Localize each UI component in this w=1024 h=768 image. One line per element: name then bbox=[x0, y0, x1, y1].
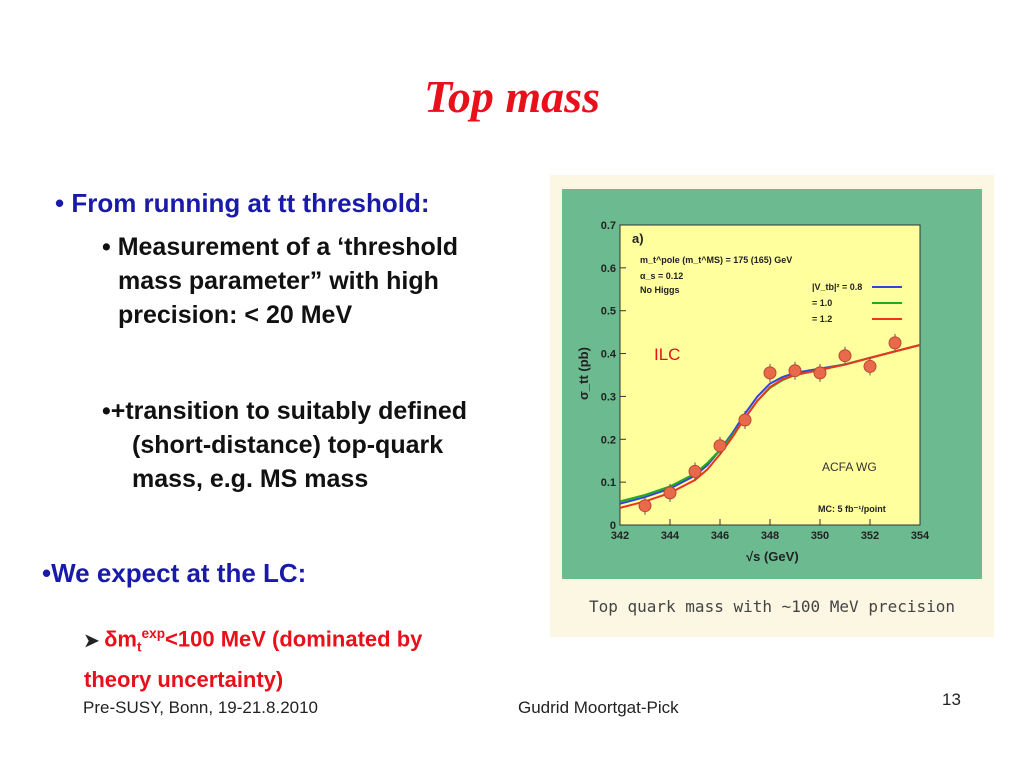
slide-title: Top mass bbox=[424, 71, 600, 122]
data-point bbox=[788, 364, 802, 378]
y-tick-label: 0.4 bbox=[601, 349, 617, 361]
y-tick-label: 0 bbox=[610, 520, 616, 532]
ilc-label: ILC bbox=[654, 345, 680, 364]
bullet-running-threshold: • From running at tt threshold: bbox=[55, 188, 430, 219]
y-axis-label: σ_tt (pb) bbox=[576, 347, 591, 400]
legend-label: = 1.0 bbox=[812, 298, 832, 308]
threshold-chart: 342 344 346 348 350 352 354 0 0.1 0.2 0.3 0.4 0.5 0.6… bbox=[562, 189, 982, 616]
x-tick-label: 344 bbox=[661, 530, 680, 542]
param-alpha: α_s = 0.12 bbox=[640, 271, 683, 281]
delta-m-sub: t bbox=[137, 639, 142, 655]
sub1-line2: mass parameter” with high bbox=[118, 267, 439, 295]
bullet-running-threshold-text: From running at tt threshold: bbox=[71, 188, 430, 218]
sub-bullet-measurement: • Measurement of a ‘threshold mass param… bbox=[102, 230, 458, 332]
sub-bullet-dot: • bbox=[102, 233, 118, 261]
footer-conference: Pre-SUSY, Bonn, 19-21.8.2010 bbox=[83, 698, 319, 717]
legend-label: |V_tb|² = 0.8 bbox=[812, 282, 862, 292]
panel-label: a) bbox=[632, 231, 644, 246]
page-number: 13 bbox=[942, 690, 961, 709]
data-point bbox=[888, 336, 902, 350]
series-line-3 bbox=[619, 344, 921, 509]
y-tick-label: 0.6 bbox=[601, 263, 616, 275]
x-tick-label: 346 bbox=[711, 530, 729, 542]
data-point bbox=[813, 366, 827, 380]
data-point bbox=[638, 499, 652, 513]
legend-label: = 1.2 bbox=[812, 314, 832, 324]
sub1-line3: precision: < 20 MeV bbox=[118, 301, 353, 329]
red-line2: theory uncertainty) bbox=[84, 666, 284, 692]
data-point bbox=[763, 366, 777, 380]
mc-label: MC: 5 fb⁻¹/point bbox=[818, 504, 886, 514]
sub2-line1: •+transition to suitably defined bbox=[102, 397, 468, 425]
x-axis-label: √s (GeV) bbox=[746, 549, 799, 564]
figure-caption: Top quark mass with ~100 MeV precision bbox=[589, 597, 955, 616]
data-point bbox=[688, 464, 702, 478]
footer-author: Gudrid Moortgat-Pick bbox=[518, 698, 679, 717]
bullet-expect-lc: •We expect at the LC: bbox=[42, 558, 307, 588]
x-tick-label: 352 bbox=[861, 530, 879, 542]
arrow-bullet-icon: ➤ bbox=[84, 630, 105, 651]
param-higgs: No Higgs bbox=[640, 285, 680, 295]
data-point bbox=[863, 359, 877, 373]
y-tick-label: 0.7 bbox=[601, 220, 616, 232]
data-point bbox=[738, 413, 752, 427]
figure-panel: 342 344 346 348 350 352 354 0 0.1 0.2 0.3 0.4 0.5 0.6… bbox=[550, 175, 994, 637]
x-tick-label: 354 bbox=[911, 530, 930, 542]
data-point bbox=[713, 439, 727, 453]
red-statement: ➤ δmtexp<100 MeV (dominated by theory un… bbox=[84, 618, 422, 696]
x-tick-label: 342 bbox=[611, 530, 629, 542]
x-tick-label: 348 bbox=[761, 530, 779, 542]
y-tick-label: 0.1 bbox=[601, 477, 616, 489]
bullet-dot: • bbox=[55, 188, 72, 218]
sub1-line1: Measurement of a ‘threshold bbox=[117, 233, 459, 261]
x-tick-label: 350 bbox=[811, 530, 829, 542]
sub2-line2: (short-distance) top-quark bbox=[132, 431, 444, 459]
delta-m: δm bbox=[104, 626, 137, 652]
delta-m-sup: exp bbox=[141, 626, 166, 641]
red-line1-rest: <100 MeV (dominated by bbox=[165, 626, 423, 652]
data-point bbox=[838, 349, 852, 363]
acfa-label: ACFA WG bbox=[822, 460, 877, 474]
sub-bullet-transition: •+transition to suitably defined (short-… bbox=[102, 394, 467, 496]
data-point bbox=[663, 486, 677, 500]
sub2-line3: mass, e.g. MS mass bbox=[132, 465, 369, 493]
y-tick-label: 0.3 bbox=[601, 391, 616, 403]
param-mass: m_t^pole (m_t^MS) = 175 (165) GeV bbox=[640, 255, 792, 265]
y-tick-label: 0.5 bbox=[601, 306, 616, 318]
y-tick-label: 0.2 bbox=[601, 434, 616, 446]
